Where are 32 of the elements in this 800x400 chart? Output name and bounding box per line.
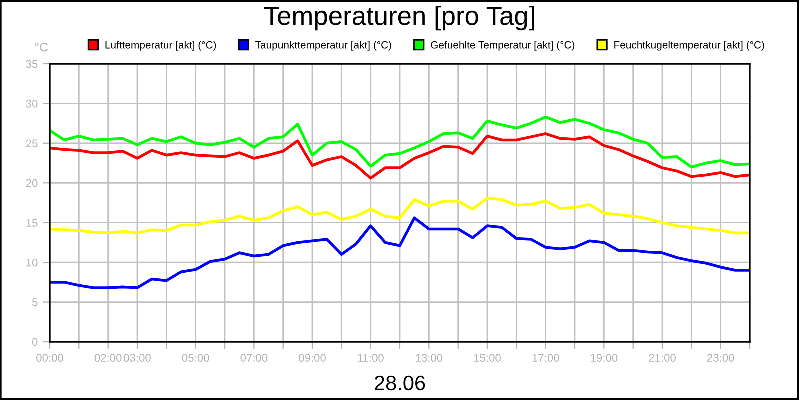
x-tick-label: 07:00 [240,354,268,362]
y-tick-label: 10 [26,258,38,267]
x-tick-label: 11:00 [358,354,384,362]
x-tick-label: 17:00 [532,354,560,362]
x-tick-label: 23:00 [707,354,734,362]
x-tick-label: 05:00 [182,354,210,362]
legend-label: Taupunkttemperatur [akt] (°C) [256,41,392,51]
y-tick-label: 15 [26,219,38,227]
x-tick-label: 15:00 [474,354,501,362]
x-tick-label: 00:00 [36,354,64,362]
y-tick-label: 30 [26,100,38,108]
chart-title: Temperaturen [pro Tag] [264,6,534,31]
x-tick-label: 09:00 [299,354,326,362]
line-series [50,216,750,290]
legend-label: Feuchtkugeltemperatur [akt] (°C) [614,41,764,51]
line-series [50,132,750,180]
x-tick-label: 02:00 [94,354,122,362]
x-axis-title: 28.06 [374,376,426,391]
y-axis-title: °C [35,42,48,52]
y-tick-label: 5 [32,298,38,306]
line-series [50,196,750,235]
line-series [50,116,750,169]
x-tick-label: 19:00 [591,354,618,362]
y-tick-label: 25 [26,140,38,148]
x-tick-label: 03:00 [124,354,151,362]
legend-label: Lufttemperatur [akt] (°C) [106,41,216,51]
y-tick-label: 20 [26,179,38,188]
y-tick-label: 0 [32,338,38,346]
x-tick-label: 13:00 [416,354,443,362]
y-tick-label: 35 [26,60,38,68]
x-tick-label: 21:00 [649,354,676,362]
legend-label: Gefuehlte Temperatur [akt] (°C) [431,41,575,51]
